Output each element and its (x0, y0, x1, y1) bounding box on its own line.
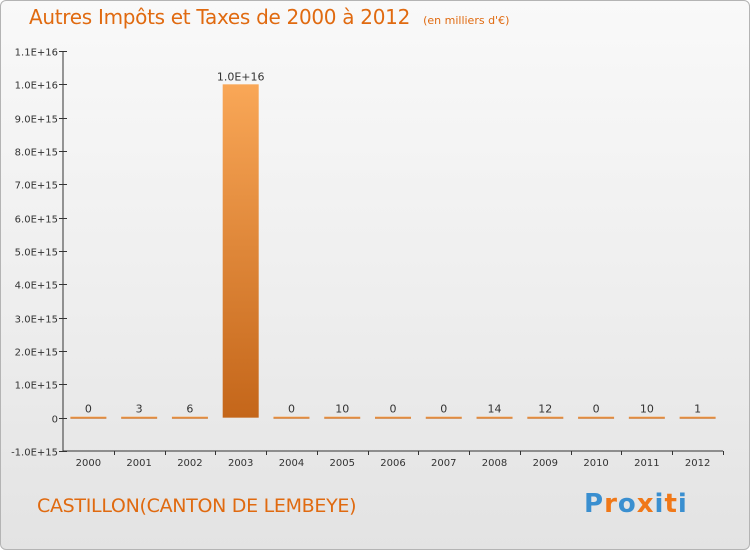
value-label: 10 (335, 403, 349, 416)
value-label: 0 (593, 403, 600, 416)
value-label: 0 (390, 403, 397, 416)
value-label: 6 (186, 403, 193, 416)
y-tick-label: 7.0E+15 (15, 181, 58, 192)
commune-name: CASTILLON(CANTON DE LEMBEYE) (37, 495, 357, 517)
logo-letter: i (654, 489, 665, 519)
x-tick-label: 2004 (279, 458, 304, 469)
title-row: Autres Impôts et Taxes de 2000 à 2012 (e… (29, 5, 509, 29)
proxiti-logo[interactable]: Proxiti (584, 489, 688, 519)
value-label: 10 (640, 403, 654, 416)
x-tick-label: 2002 (177, 458, 202, 469)
value-label: 0 (85, 403, 92, 416)
bar (375, 416, 411, 419)
x-tick-label: 2003 (228, 458, 253, 469)
bar (527, 416, 564, 419)
y-tick-label: 3.0E+15 (15, 315, 58, 326)
logo-letter: o (617, 489, 637, 519)
bar (273, 416, 310, 419)
logo-letter: x (636, 489, 655, 519)
x-tick-label: 2008 (482, 458, 507, 469)
value-label: 1.0E+16 (217, 70, 265, 83)
x-tick-label: 2001 (126, 458, 151, 469)
bar (324, 416, 361, 419)
value-label: 0 (440, 403, 447, 416)
x-tick-label: 2006 (380, 458, 405, 469)
value-label: 12 (538, 403, 552, 416)
value-label: 0 (288, 403, 295, 416)
y-tick-label: -1.0E+15 (11, 448, 58, 459)
bar (171, 416, 208, 419)
value-label: 3 (136, 403, 143, 416)
bar (121, 416, 158, 419)
x-tick-label: 2011 (634, 458, 659, 469)
chart-title: Autres Impôts et Taxes de 2000 à 2012 (29, 5, 410, 29)
value-label: 1 (694, 403, 701, 416)
bar (679, 416, 716, 419)
y-tick-label: 5.0E+15 (15, 248, 58, 259)
logo-letter: t (664, 489, 678, 519)
bar (476, 416, 513, 419)
x-tick-label: 2007 (431, 458, 456, 469)
y-tick-label: 4.0E+15 (15, 281, 58, 292)
y-tick-label: 1.1E+16 (15, 48, 58, 59)
logo-letter: P (584, 489, 605, 519)
y-tick-label: 8.0E+15 (15, 148, 58, 159)
x-tick-label: 2012 (685, 458, 710, 469)
bar (425, 416, 462, 419)
x-tick-label: 2009 (533, 458, 558, 469)
x-tick-label: 2005 (330, 458, 355, 469)
y-tick-label: 1.0E+15 (15, 381, 58, 392)
x-tick-label: 2000 (76, 458, 101, 469)
y-tick-label: 1.0E+16 (15, 81, 58, 92)
logo-letter: r (604, 489, 618, 519)
bar (70, 416, 107, 419)
label-layer: 0 3 6 1.0E+16 0 10 0 0 14 12 0 10 1 (85, 70, 701, 415)
bar (578, 416, 615, 419)
y-tick-label: 0 (52, 415, 58, 426)
bar-layer (70, 84, 716, 419)
value-label: 14 (488, 403, 502, 416)
y-tick-label: 6.0E+15 (15, 215, 58, 226)
logo-letter: i (677, 489, 688, 519)
bar (628, 416, 665, 419)
y-tick-label: 9.0E+15 (15, 115, 58, 126)
chart-unit: (en milliers d'€) (423, 14, 510, 27)
axis-layer: -1.0E+15 0 1.0E+15 2.0E+15 3.0E+15 4.0E+15 5.0… (11, 48, 724, 469)
x-tick-label: 2010 (583, 458, 608, 469)
bar (222, 84, 259, 418)
y-tick-label: 2.0E+15 (15, 348, 58, 359)
